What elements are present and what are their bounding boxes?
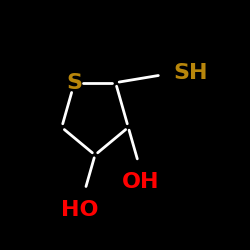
Text: OH: OH: [122, 172, 160, 192]
Text: SH: SH: [173, 63, 208, 83]
Text: S: S: [66, 73, 82, 93]
Text: HO: HO: [61, 200, 99, 220]
